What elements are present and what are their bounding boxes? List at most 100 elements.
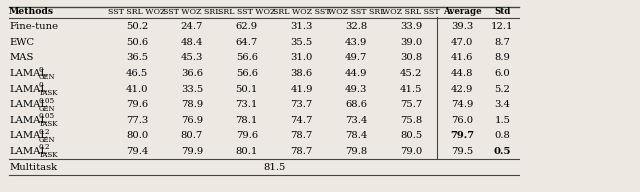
Text: 56.6: 56.6 xyxy=(236,54,258,62)
Text: 42.9: 42.9 xyxy=(451,84,474,94)
Text: 73.7: 73.7 xyxy=(291,100,313,109)
Text: 44.8: 44.8 xyxy=(451,69,474,78)
Text: 0: 0 xyxy=(39,81,44,89)
Text: 0: 0 xyxy=(39,66,44,74)
Text: 0.2: 0.2 xyxy=(39,128,51,136)
Text: 47.0: 47.0 xyxy=(451,38,474,47)
Text: 68.6: 68.6 xyxy=(346,100,367,109)
Text: 50.2: 50.2 xyxy=(126,22,148,31)
Text: 80.0: 80.0 xyxy=(126,131,148,140)
Text: 78.9: 78.9 xyxy=(180,100,203,109)
Text: 77.3: 77.3 xyxy=(126,116,148,125)
Text: 79.5: 79.5 xyxy=(451,146,473,156)
Text: WOZ SST SRL: WOZ SST SRL xyxy=(328,8,385,16)
Text: 12.1: 12.1 xyxy=(491,22,513,31)
Text: SST WOZ SRL: SST WOZ SRL xyxy=(163,8,221,16)
Text: 3.4: 3.4 xyxy=(494,100,510,109)
Text: MAS: MAS xyxy=(9,54,33,62)
Text: 75.7: 75.7 xyxy=(400,100,422,109)
Text: LAMAL: LAMAL xyxy=(9,84,47,94)
Text: 81.5: 81.5 xyxy=(263,163,285,172)
Text: 36.6: 36.6 xyxy=(181,69,203,78)
Text: 33.5: 33.5 xyxy=(180,84,203,94)
Text: TASK: TASK xyxy=(39,120,58,128)
Text: GEN: GEN xyxy=(39,136,56,144)
Text: 80.5: 80.5 xyxy=(400,131,422,140)
Text: 41.0: 41.0 xyxy=(126,84,148,94)
Text: 24.7: 24.7 xyxy=(180,22,203,31)
Text: 35.5: 35.5 xyxy=(291,38,313,47)
Text: 80.7: 80.7 xyxy=(180,131,203,140)
Text: 76.0: 76.0 xyxy=(451,116,473,125)
Text: 48.4: 48.4 xyxy=(180,38,203,47)
Text: WOZ SRL SST: WOZ SRL SST xyxy=(382,8,440,16)
Text: 56.6: 56.6 xyxy=(236,69,258,78)
Text: GEN: GEN xyxy=(39,104,56,113)
Text: GEN: GEN xyxy=(39,74,56,81)
Text: 62.9: 62.9 xyxy=(236,22,258,31)
Text: 6.0: 6.0 xyxy=(494,69,510,78)
Text: 41.5: 41.5 xyxy=(400,84,422,94)
Text: 79.7: 79.7 xyxy=(450,131,474,140)
Text: LAMAL: LAMAL xyxy=(9,69,47,78)
Text: 31.0: 31.0 xyxy=(291,54,313,62)
Text: 0.05: 0.05 xyxy=(39,112,55,120)
Text: Fine-tune: Fine-tune xyxy=(9,22,58,31)
Text: 79.6: 79.6 xyxy=(126,100,148,109)
Text: 73.4: 73.4 xyxy=(345,116,367,125)
Text: 41.6: 41.6 xyxy=(451,54,474,62)
Text: 75.8: 75.8 xyxy=(400,116,422,125)
Text: 41.9: 41.9 xyxy=(291,84,313,94)
Text: 46.5: 46.5 xyxy=(126,69,148,78)
Text: LAMAL: LAMAL xyxy=(9,146,47,156)
Text: 45.2: 45.2 xyxy=(400,69,422,78)
Text: 79.0: 79.0 xyxy=(400,146,422,156)
Text: 78.7: 78.7 xyxy=(291,131,313,140)
Text: 74.7: 74.7 xyxy=(291,116,313,125)
Text: 79.8: 79.8 xyxy=(345,146,367,156)
Text: 44.9: 44.9 xyxy=(345,69,367,78)
Text: 49.3: 49.3 xyxy=(345,84,367,94)
Text: Methods: Methods xyxy=(9,7,54,16)
Text: 36.5: 36.5 xyxy=(126,54,148,62)
Text: LAMAL: LAMAL xyxy=(9,116,47,125)
Text: 49.7: 49.7 xyxy=(345,54,367,62)
Text: 8.9: 8.9 xyxy=(494,54,510,62)
Text: 8.7: 8.7 xyxy=(494,38,510,47)
Text: 0.8: 0.8 xyxy=(494,131,510,140)
Text: 79.9: 79.9 xyxy=(180,146,203,156)
Text: Multitask: Multitask xyxy=(9,163,57,172)
Text: 45.3: 45.3 xyxy=(180,54,203,62)
Text: LAMAL: LAMAL xyxy=(9,100,47,109)
Text: 64.7: 64.7 xyxy=(236,38,258,47)
Text: 38.6: 38.6 xyxy=(291,69,312,78)
Text: SRL WOZ SST: SRL WOZ SST xyxy=(273,8,330,16)
Text: TASK: TASK xyxy=(39,89,58,97)
Text: 73.1: 73.1 xyxy=(236,100,258,109)
Text: 74.9: 74.9 xyxy=(451,100,474,109)
Text: SST SRL WOZ: SST SRL WOZ xyxy=(108,8,166,16)
Text: 39.3: 39.3 xyxy=(451,22,473,31)
Text: Average: Average xyxy=(443,7,481,16)
Text: LAMAL: LAMAL xyxy=(9,131,47,140)
Text: 1.5: 1.5 xyxy=(494,116,510,125)
Text: SRL SST WOZ: SRL SST WOZ xyxy=(218,8,275,16)
Text: 30.8: 30.8 xyxy=(400,54,422,62)
Text: EWC: EWC xyxy=(9,38,34,47)
Text: 78.7: 78.7 xyxy=(291,146,313,156)
Text: 0.5: 0.5 xyxy=(493,146,511,156)
Text: 76.9: 76.9 xyxy=(181,116,203,125)
Text: 78.4: 78.4 xyxy=(345,131,367,140)
Text: 0.05: 0.05 xyxy=(39,97,55,105)
Text: 0.2: 0.2 xyxy=(39,143,51,151)
Text: 50.6: 50.6 xyxy=(126,38,148,47)
Text: 50.1: 50.1 xyxy=(236,84,258,94)
Text: 79.4: 79.4 xyxy=(126,146,148,156)
Text: 5.2: 5.2 xyxy=(494,84,510,94)
Text: 80.1: 80.1 xyxy=(236,146,258,156)
Text: 39.0: 39.0 xyxy=(400,38,422,47)
Text: Std: Std xyxy=(494,7,511,16)
Text: 43.9: 43.9 xyxy=(345,38,367,47)
Text: 31.3: 31.3 xyxy=(291,22,313,31)
Text: TASK: TASK xyxy=(39,151,58,159)
